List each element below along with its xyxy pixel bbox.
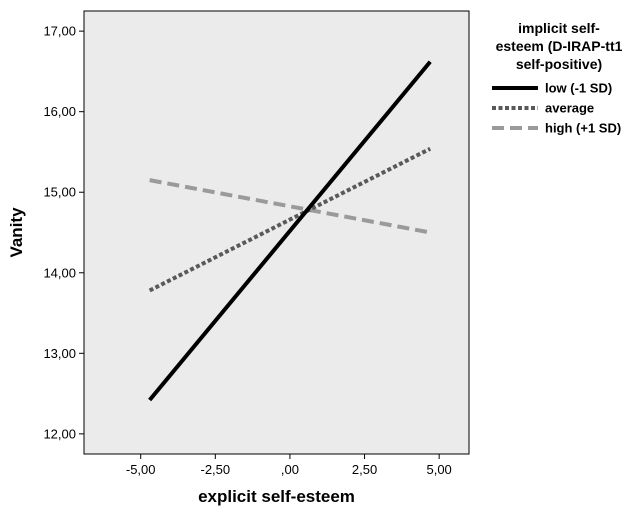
x-axis-title: explicit self-esteem [198, 487, 355, 506]
x-tick-label: 5,00 [426, 462, 451, 477]
legend-label: high (+1 SD) [545, 121, 621, 136]
x-tick-label: 2,50 [352, 462, 377, 477]
series-lines [148, 60, 432, 402]
legend-title-line: self-positive) [516, 56, 602, 72]
y-tick-label: 16,00 [43, 104, 76, 119]
y-tick-label: 12,00 [43, 426, 76, 441]
legend-title-line: implicit self- [518, 20, 600, 36]
series-line [148, 60, 432, 402]
x-axis: -5,00 -2,50 ,00 2,50 5,00 [126, 454, 452, 477]
series-line [148, 146, 432, 293]
y-tick-label: 15,00 [43, 185, 76, 200]
y-tick-label: 17,00 [43, 24, 76, 39]
y-tick-label: 14,00 [43, 265, 76, 280]
y-axis: 12,00 13,00 14,00 15,00 16,00 17,00 [43, 24, 84, 441]
series-line [149, 178, 431, 235]
x-tick-label: -5,00 [126, 462, 156, 477]
legend-label: low (-1 SD) [545, 81, 612, 96]
plot-area [83, 10, 470, 455]
legend-label: average [545, 101, 594, 116]
legend: implicit self- esteem (D-IRAP-tt1 self-p… [492, 20, 623, 136]
legend-title-line: esteem (D-IRAP-tt1 [496, 38, 623, 54]
y-tick-label: 13,00 [43, 346, 76, 361]
y-axis-title: Vanity [7, 207, 26, 258]
x-tick-label: -2,50 [200, 462, 230, 477]
x-tick-label: ,00 [281, 462, 299, 477]
